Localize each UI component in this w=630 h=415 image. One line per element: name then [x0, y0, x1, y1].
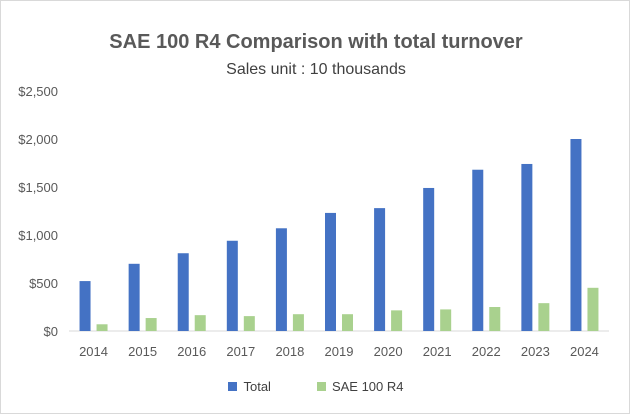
bar-sae-100-r4-2023: [538, 303, 550, 331]
bar-total-2014: [79, 281, 91, 331]
bar-total-2015: [128, 263, 140, 331]
y-tick-label: $1,500: [18, 180, 58, 195]
y-tick-label: $1,000: [18, 228, 58, 243]
bar-total-2023: [521, 163, 533, 331]
bar-total-2024: [570, 139, 582, 331]
bar-total-2018: [275, 228, 287, 331]
chart-subtitle: Sales unit : 10 thousands: [226, 61, 406, 78]
bar-sae-100-r4-2014: [96, 324, 108, 331]
chart-title: SAE 100 R4 Comparison with total turnove…: [109, 31, 523, 53]
x-tick-label: 2017: [226, 344, 255, 359]
y-tick-label: $2,500: [18, 84, 58, 99]
bar-sae-100-r4-2018: [292, 314, 304, 331]
x-tick-label: 2015: [128, 344, 157, 359]
y-tick-label: $0: [44, 324, 58, 339]
bar-total-2020: [374, 208, 386, 331]
bar-sae-100-r4-2016: [194, 315, 206, 331]
legend-label-sae-100-r4: SAE 100 R4: [331, 379, 404, 394]
bar-sae-100-r4-2022: [489, 307, 501, 331]
legend: Total SAE 100 R4: [1, 379, 630, 394]
bar-total-2016: [177, 253, 189, 331]
bar-sae-100-r4-2019: [342, 314, 353, 331]
bar-sae-100-r4-2020: [391, 310, 403, 331]
x-tick-label: 2022: [472, 344, 501, 359]
bar-total-2021: [423, 187, 435, 331]
x-tick-label: 2023: [521, 344, 550, 359]
legend-item-total: Total: [228, 379, 271, 394]
x-tick-label: 2020: [374, 344, 403, 359]
bar-total-2019: [325, 212, 336, 331]
bar-sae-100-r4-2017: [243, 316, 255, 331]
legend-swatch-total: [228, 382, 238, 391]
bar-total-2017: [226, 240, 238, 331]
y-tick-label: $2,000: [18, 132, 58, 147]
x-tick-label: 2018: [275, 344, 304, 359]
legend-label-total: Total: [243, 379, 271, 394]
x-tick-label: 2019: [325, 344, 354, 359]
legend-swatch-sae-100-r4: [316, 382, 326, 391]
bar-sae-100-r4-2021: [440, 309, 452, 331]
bar-sae-100-r4-2015: [145, 318, 157, 331]
bar-sae-100-r4-2024: [587, 287, 599, 331]
legend-item-sae-100-r4: SAE 100 R4: [316, 379, 404, 394]
x-tick-label: 2016: [177, 344, 206, 359]
bar-total-2022: [472, 169, 484, 331]
y-tick-label: $500: [29, 276, 58, 291]
x-tick-label: 2014: [79, 344, 108, 359]
x-tick-label: 2024: [570, 344, 599, 359]
x-tick-label: 2021: [423, 344, 452, 359]
